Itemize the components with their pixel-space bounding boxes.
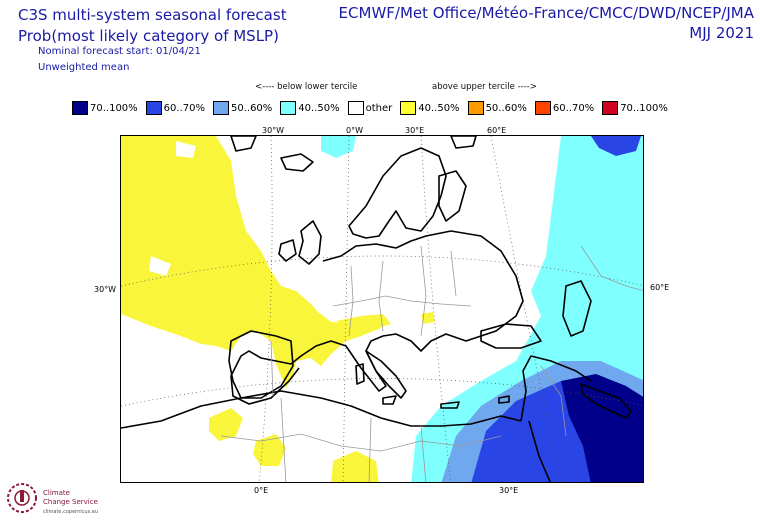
coast-scandinavia <box>348 147 447 239</box>
coast-sicily <box>382 395 397 405</box>
legend-swatch <box>72 101 88 115</box>
coastlines <box>121 136 632 482</box>
above-40-50-region-algeria <box>209 408 243 441</box>
other-patch-atlantic-north <box>176 141 196 158</box>
above-40-50-region-central <box>281 308 336 341</box>
legend-swatch <box>534 101 551 115</box>
coast-iceland <box>280 153 314 172</box>
legend-item-below-70-100: 70..100% <box>72 100 138 116</box>
coast-persian-gulf <box>580 383 632 419</box>
coord-label-top-0w: 0°W <box>346 126 363 135</box>
logo-line-2: Change Service <box>43 498 98 506</box>
below-40-50-region-north <box>321 136 356 158</box>
legend-item-below-60-70: 60..70% <box>145 100 205 116</box>
coast-europe-main <box>230 230 524 405</box>
above-tercile-label: above upper tercile ----> <box>432 82 537 92</box>
legend-label: 50..60% <box>230 102 273 114</box>
legend-label: 50..60% <box>485 102 527 114</box>
legend-label: 60..70% <box>552 102 595 114</box>
coast-crete <box>440 401 460 409</box>
legend-swatch <box>145 101 162 115</box>
legend-swatch <box>212 101 229 115</box>
coord-label-top-30e: 30°E <box>405 126 425 135</box>
coord-label-right-60e: 60°E <box>650 283 670 292</box>
coast-caspian <box>562 280 592 337</box>
legend-item-above-60-70: 60..70% <box>534 100 595 116</box>
coast-ireland <box>278 239 297 262</box>
legend-item-above-40-50: 40..50% <box>400 100 460 116</box>
graticule <box>121 136 643 482</box>
legend-swatch <box>400 101 417 115</box>
coord-label-top-30w: 30°W <box>262 126 285 135</box>
coord-label-bottom-30e: 30°E <box>499 486 519 495</box>
forecast-centres: ECMWF/Met Office/Météo-France/CMCC/DWD/N… <box>338 4 754 22</box>
title-line-2: Prob(most likely category of MSLP) <box>18 27 279 45</box>
coast-iberia <box>228 330 294 399</box>
title-line-1: C3S multi-system seasonal forecast <box>18 6 287 24</box>
coast-italy <box>365 350 407 399</box>
coast-british-isles <box>298 220 322 265</box>
legend-swatch <box>347 101 364 115</box>
logo-line-3: climate.copernicus.eu <box>43 509 99 515</box>
legend-item-other: other <box>347 100 393 116</box>
coast-north-africa <box>121 390 522 429</box>
logo-line-1: Climate <box>43 489 70 497</box>
country-borders <box>220 245 643 482</box>
coord-label-top-60e: 60°E <box>487 126 507 135</box>
above-40-50-region-sahara-west <box>253 434 286 466</box>
legend-label: 70..100% <box>620 102 668 114</box>
legend-label: 40..50% <box>418 102 460 114</box>
forecast-map <box>120 135 644 483</box>
nominal-forecast-start: Nominal forecast start: 01/04/21 <box>38 46 201 57</box>
mean-type: Unweighted mean <box>38 62 130 73</box>
coast-sardinia <box>355 363 365 385</box>
coast-arctic-islands <box>450 136 477 149</box>
probability-legend: 70..100% 60..70% 50..60% 40..50% other 4… <box>72 100 676 116</box>
above-40-50-region-balkans <box>421 312 435 324</box>
coord-label-bottom-0e: 0°E <box>254 486 269 495</box>
legend-swatch <box>280 101 297 115</box>
other-patch-atlantic <box>149 256 171 276</box>
coast-black-sea <box>480 323 542 349</box>
legend-swatch <box>602 101 619 115</box>
legend-item-above-50-60: 50..60% <box>467 100 527 116</box>
legend-item-below-50-60: 50..60% <box>212 100 273 116</box>
coast-finland <box>438 170 467 222</box>
coast-cyprus <box>498 395 510 404</box>
copernicus-logo <box>7 483 37 513</box>
below-60-70-region-northeast <box>591 136 641 156</box>
legend-label: other <box>365 102 393 114</box>
below-tercile-label: <---- below lower tercile <box>255 82 358 92</box>
coast-middle-east <box>520 355 592 422</box>
legend-label: 70..100% <box>90 102 138 114</box>
above-40-50-region-libya <box>331 451 379 482</box>
legend-item-below-40-50: 40..50% <box>280 100 340 116</box>
forecast-map-canvas <box>121 136 643 482</box>
forecast-season: MJJ 2021 <box>689 24 754 42</box>
coast-red-sea <box>528 420 552 482</box>
legend-swatch <box>467 101 484 115</box>
coord-label-left-30w: 30°W <box>94 285 117 294</box>
legend-item-above-70-100: 70..100% <box>602 100 668 116</box>
coast-greenland <box>230 136 257 152</box>
legend-label: 60..70% <box>163 102 205 114</box>
legend-label: 40..50% <box>298 102 340 114</box>
